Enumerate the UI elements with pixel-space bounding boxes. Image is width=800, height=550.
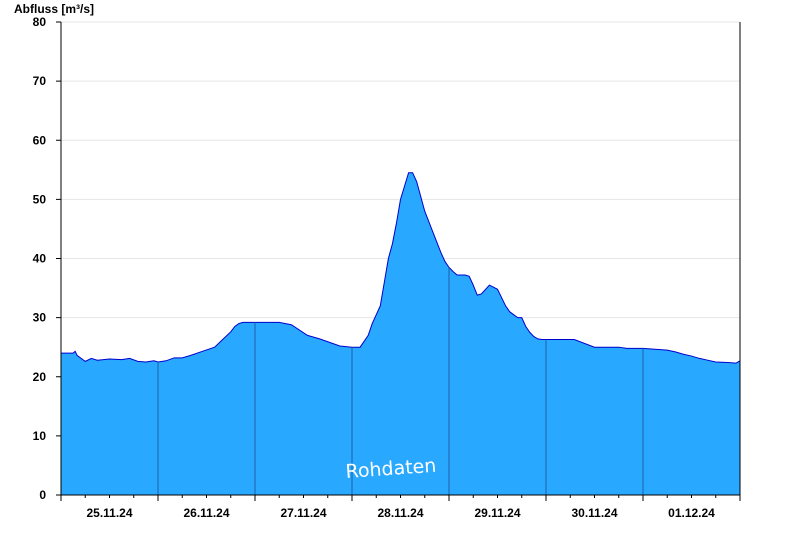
day-separators [157, 267, 644, 495]
x-tick-label: 01.12.24 [668, 506, 715, 520]
y-axis-title: Abfluss [m³/s] [14, 2, 94, 16]
y-tick-label: 80 [33, 15, 47, 29]
x-tick-label: 29.11.24 [474, 506, 520, 520]
y-tick-label: 0 [39, 488, 46, 502]
x-tick-label: 27.11.24 [280, 506, 326, 520]
y-tick-label: 60 [33, 133, 47, 147]
y-tick-label: 70 [33, 74, 47, 88]
y-tick-label: 50 [33, 192, 47, 206]
series-area [61, 172, 740, 496]
series-line [61, 172, 741, 364]
y-tick-label: 30 [33, 311, 47, 325]
axes: 0 10 20 30 40 50 60 70 80 25.11.24 26.11.24 27.11.2… [33, 15, 741, 520]
y-tick-label: 40 [33, 252, 47, 266]
plot-area [61, 172, 741, 496]
y-tick-label: 10 [33, 429, 47, 443]
y-tick-label: 20 [33, 370, 47, 384]
x-tick-label: 26.11.24 [183, 506, 229, 520]
x-tick-label: 30.11.24 [571, 506, 617, 520]
x-tick-label: 25.11.24 [86, 506, 132, 520]
x-tick-label: 28.11.24 [377, 506, 423, 520]
